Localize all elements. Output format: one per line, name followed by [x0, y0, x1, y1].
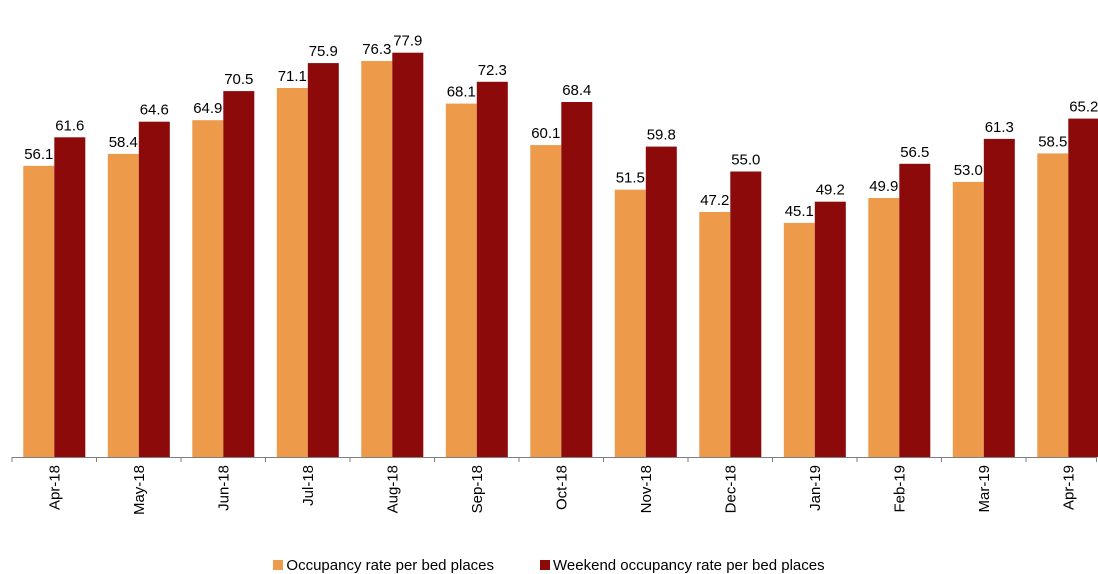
data-label-weekend-occupancy-oct-18: 68.4	[562, 82, 591, 99]
data-label-weekend-occupancy-mar-19: 61.3	[985, 119, 1014, 136]
data-label-occupancy-aug-18: 76.3	[362, 41, 391, 58]
data-label-weekend-occupancy-apr-18: 61.6	[55, 117, 84, 134]
x-tick-label-jun-18: Jun-18	[215, 465, 232, 511]
bar-weekend-occupancy-may-18	[138, 121, 170, 457]
legend-item-weekend-occupancy: Weekend occupancy rate per bed places	[540, 557, 825, 574]
x-tick-label-apr-19: Apr-19	[1060, 465, 1077, 510]
legend-label-occupancy: Occupancy rate per bed places	[286, 556, 495, 574]
bar-occupancy-apr-19	[1037, 153, 1069, 457]
bar-weekend-occupancy-jun-18	[223, 91, 255, 457]
x-tick-label-jan-19: Jan-19	[807, 465, 824, 511]
bar-occupancy-oct-18	[530, 145, 562, 457]
x-tick-label-dec-18: Dec-18	[722, 465, 739, 513]
data-label-occupancy-sep-18: 68.1	[447, 84, 476, 101]
legend: Occupancy rate per bed places Weekend oc…	[0, 556, 1098, 574]
bar-weekend-occupancy-oct-18	[561, 102, 593, 457]
x-tick-label-may-18: May-18	[131, 465, 148, 515]
data-label-weekend-occupancy-jul-18: 75.9	[309, 43, 338, 60]
x-tick-label-jul-18: Jul-18	[300, 465, 317, 506]
data-labels-group: 56.161.6 58.464.6 64.970.5 71.175.9 76.3 77.9…	[24, 33, 1098, 220]
data-label-weekend-occupancy-feb-19: 56.5	[900, 144, 929, 161]
data-label-occupancy-feb-19: 49.9	[869, 178, 898, 195]
data-label-weekend-occupancy-aug-18: 77.9	[393, 33, 422, 50]
x-tick-label-oct-18: Oct-18	[553, 465, 570, 510]
bar-occupancy-nov-18	[614, 189, 646, 457]
bar-weekend-occupancy-apr-18	[54, 137, 86, 458]
x-tick-label-mar-19: Mar-19	[976, 465, 993, 513]
legend-item-occupancy: Occupancy rate per bed places	[273, 557, 494, 574]
legend-swatch-occupancy	[273, 560, 284, 570]
data-label-weekend-occupancy-apr-19: 65.2	[1069, 99, 1098, 116]
data-label-occupancy-jan-19: 45.1	[785, 203, 814, 220]
legend-label-weekend-occupancy: Weekend occupancy rate per bed places	[553, 556, 825, 574]
data-label-occupancy-jun-18: 64.9	[193, 100, 222, 117]
bar-occupancy-apr-18	[23, 165, 55, 458]
bar-weekend-occupancy-apr-19	[1068, 118, 1098, 457]
bar-occupancy-mar-19	[952, 181, 984, 457]
data-label-occupancy-may-18: 58.4	[109, 134, 138, 151]
bar-weekend-occupancy-nov-18	[645, 146, 677, 457]
bar-weekend-occupancy-mar-19	[983, 138, 1015, 457]
bar-occupancy-sep-18	[445, 103, 477, 457]
data-label-weekend-occupancy-dec-18: 55.0	[731, 152, 760, 169]
data-label-weekend-occupancy-nov-18: 59.8	[647, 127, 676, 144]
data-label-occupancy-apr-18: 56.1	[24, 146, 53, 163]
bar-occupancy-jun-18	[192, 120, 224, 457]
data-label-occupancy-dec-18: 47.2	[700, 192, 729, 209]
bar-occupancy-jan-19	[783, 222, 815, 457]
bar-weekend-occupancy-jul-18	[307, 63, 339, 457]
bar-weekend-occupancy-sep-18	[476, 81, 508, 458]
data-label-weekend-occupancy-sep-18: 72.3	[478, 62, 507, 79]
x-tick-label-nov-18: Nov-18	[638, 465, 655, 513]
data-label-weekend-occupancy-may-18: 64.6	[140, 102, 169, 119]
legend-swatch-weekend-occupancy	[540, 560, 551, 570]
data-label-occupancy-oct-18: 60.1	[531, 125, 560, 142]
data-label-occupancy-jul-18: 71.1	[278, 68, 307, 85]
data-label-occupancy-nov-18: 51.5	[616, 170, 645, 187]
bar-occupancy-feb-19	[868, 198, 900, 457]
bar-occupancy-may-18	[107, 153, 139, 457]
bar-weekend-occupancy-feb-19	[899, 163, 931, 458]
x-tick-label-aug-18: Aug-18	[384, 465, 401, 513]
data-label-occupancy-apr-19: 58.5	[1038, 133, 1067, 150]
bar-chart: 56.161.6 58.464.6 64.970.5 71.175.9 76.3 77.9…	[11, 33, 1098, 515]
bar-occupancy-dec-18	[699, 212, 731, 457]
x-axis: Apr-18 May-18 Jun-18 Jul-18 Aug-18 Sep-18 Oct-…	[11, 457, 1097, 515]
x-tick-label-sep-18: Sep-18	[469, 465, 486, 513]
bars-group	[23, 52, 1098, 458]
data-label-occupancy-mar-19: 53.0	[954, 162, 983, 179]
bar-weekend-occupancy-aug-18	[392, 52, 424, 457]
bar-weekend-occupancy-dec-18	[730, 171, 762, 457]
bar-weekend-occupancy-jan-19	[814, 201, 846, 457]
bar-occupancy-jul-18	[276, 88, 308, 457]
data-label-weekend-occupancy-jan-19: 49.2	[816, 182, 845, 199]
bar-occupancy-aug-18	[361, 61, 393, 457]
data-label-weekend-occupancy-jun-18: 70.5	[224, 71, 253, 88]
x-tick-label-apr-18: Apr-18	[46, 465, 63, 510]
x-tick-label-feb-19: Feb-19	[891, 465, 908, 513]
